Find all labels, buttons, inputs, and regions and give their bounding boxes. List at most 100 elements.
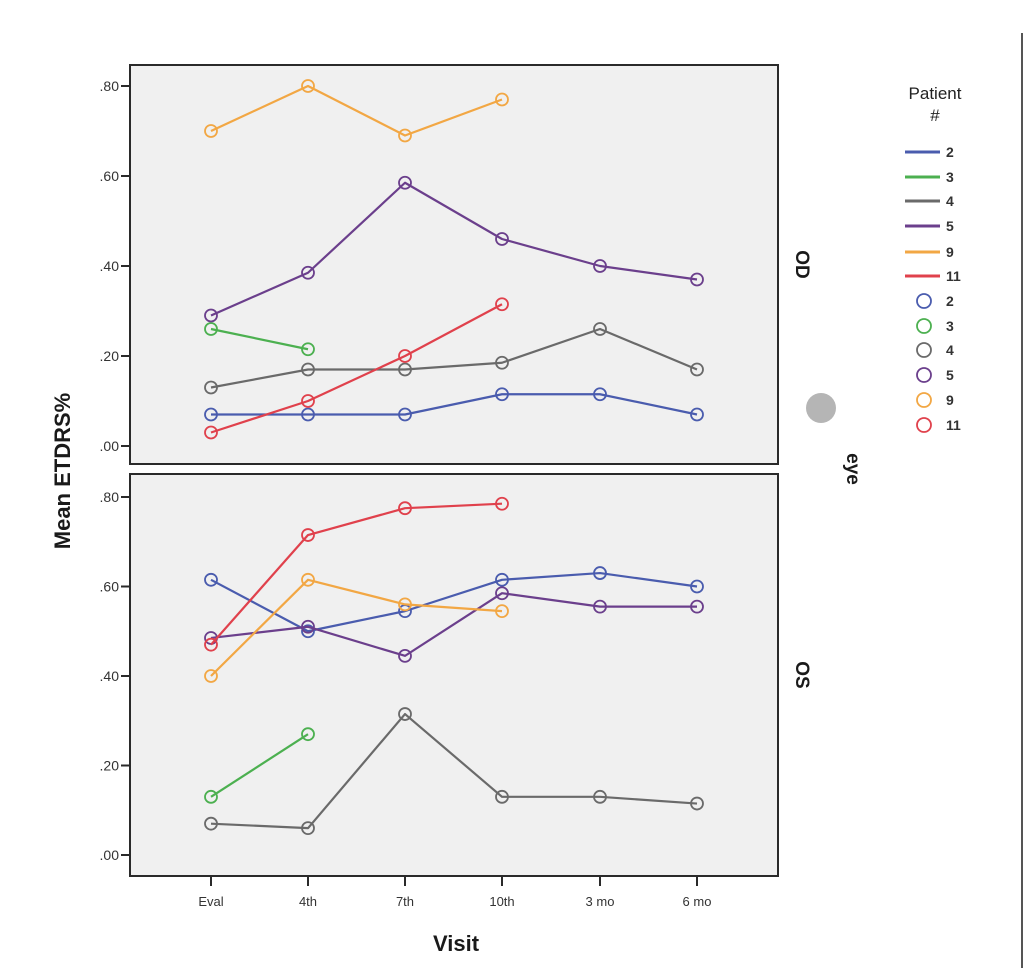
y-tick-label: .00 [100, 847, 120, 863]
data-point [204, 637, 218, 652]
y-tick-label: .60 [100, 168, 120, 184]
series-line-patient-9 [210, 578, 503, 677]
data-point [398, 362, 412, 377]
data-point [690, 272, 704, 287]
legend-marker-label: 2 [946, 293, 954, 309]
series-line-patient-9 [210, 84, 503, 137]
data-point [690, 407, 704, 422]
data-point [690, 362, 704, 377]
data-point [593, 387, 607, 402]
data-point [593, 566, 607, 580]
data-point [398, 648, 412, 663]
data-point [398, 407, 412, 422]
x-tick-label: 7th [396, 894, 414, 909]
legend-marker-label: 11 [946, 417, 961, 433]
x-tick-label: 3 mo [586, 894, 615, 909]
y-tick-label: .80 [100, 489, 120, 505]
data-point [301, 624, 315, 639]
legend-marker-swatch-11 [916, 417, 932, 433]
plot-area-os [129, 473, 779, 877]
data-point [495, 355, 509, 370]
series-patient-11 [204, 496, 509, 652]
series-line-patient-5 [210, 181, 698, 317]
data-point [204, 789, 218, 804]
data-point [204, 816, 218, 831]
data-point [204, 380, 218, 395]
y-tick-label: .20 [100, 348, 120, 364]
legend-line-label: 2 [946, 144, 954, 160]
series-line-patient-3 [210, 733, 309, 798]
data-point [398, 597, 412, 612]
y-tick-label: .40 [100, 258, 120, 274]
legend-marker-label: 3 [946, 318, 954, 334]
data-point [495, 586, 509, 601]
data-point [593, 789, 607, 804]
data-point [495, 572, 509, 587]
data-point [204, 124, 218, 138]
series-line-patient-3 [210, 327, 309, 351]
legend-marker-label: 5 [946, 367, 954, 383]
series-line-patient-4 [210, 327, 698, 389]
legend-marker-swatch-4 [916, 342, 932, 358]
data-point [301, 342, 315, 357]
data-point [593, 322, 607, 336]
data-point [398, 349, 412, 363]
data-point [301, 265, 315, 280]
legend-marker-swatch-2 [916, 293, 932, 309]
series-patient-9 [204, 79, 509, 143]
data-point [398, 175, 412, 190]
legend-marker-label: 9 [946, 392, 954, 408]
series-patient-3 [204, 322, 315, 357]
x-axis: Eval 4th 7th 10th 3 mo 6 mo [198, 876, 711, 909]
y-tick-label: .00 [100, 438, 120, 454]
data-point [204, 308, 218, 323]
series-patient-9 [204, 572, 509, 683]
indicator-dot [806, 393, 836, 423]
data-point [301, 407, 315, 422]
data-point [495, 789, 509, 804]
legend-marker-swatch-9 [916, 392, 932, 408]
series-line-patient-11 [210, 303, 503, 434]
data-point [301, 528, 315, 542]
data-point [301, 821, 315, 836]
panel-od: .00 .20 .40 .60 .80 OD [100, 64, 812, 465]
data-point [495, 387, 509, 402]
series-line-patient-5 [210, 592, 697, 657]
data-point [204, 322, 218, 336]
y-tick-label: .40 [100, 668, 120, 684]
legend-line-label: 9 [946, 244, 954, 260]
legend-marker-swatch-3 [916, 318, 932, 334]
legend-title: Patient [909, 84, 962, 103]
x-tick-label: 10th [489, 894, 514, 909]
legend-line-label: 11 [946, 268, 961, 284]
series-patient-11 [204, 297, 509, 440]
series-line-patient-4 [210, 712, 698, 830]
data-point [204, 669, 218, 683]
data-point [398, 707, 412, 721]
series-patient-3 [204, 727, 315, 804]
panel-os: .00 .20 .40 .60 .80 OS [100, 473, 812, 877]
series-line-patient-2 [211, 393, 698, 416]
data-point [495, 92, 509, 107]
series-patient-4 [204, 322, 704, 395]
legend-marker-swatch-5 [916, 367, 932, 383]
data-point [301, 619, 315, 634]
legend-line-label: 4 [946, 193, 954, 209]
data-point [398, 501, 412, 516]
series-patient-2 [204, 566, 704, 639]
data-point [301, 362, 315, 377]
y-tick-label: .80 [100, 78, 120, 94]
series-patient-5 [204, 586, 704, 663]
facet-label-os: OS [791, 661, 812, 688]
legend-line-label: 3 [946, 169, 954, 185]
data-point [690, 796, 704, 811]
series-patient-4 [204, 707, 704, 836]
series-line-patient-2 [210, 571, 698, 633]
x-tick-label: 6 mo [683, 894, 712, 909]
y-tick-label: .60 [100, 579, 120, 595]
data-point [301, 394, 315, 408]
data-point [495, 297, 509, 312]
y-axis-title: Mean ETDRS% [50, 393, 75, 549]
legend-line-label: 5 [946, 218, 954, 234]
